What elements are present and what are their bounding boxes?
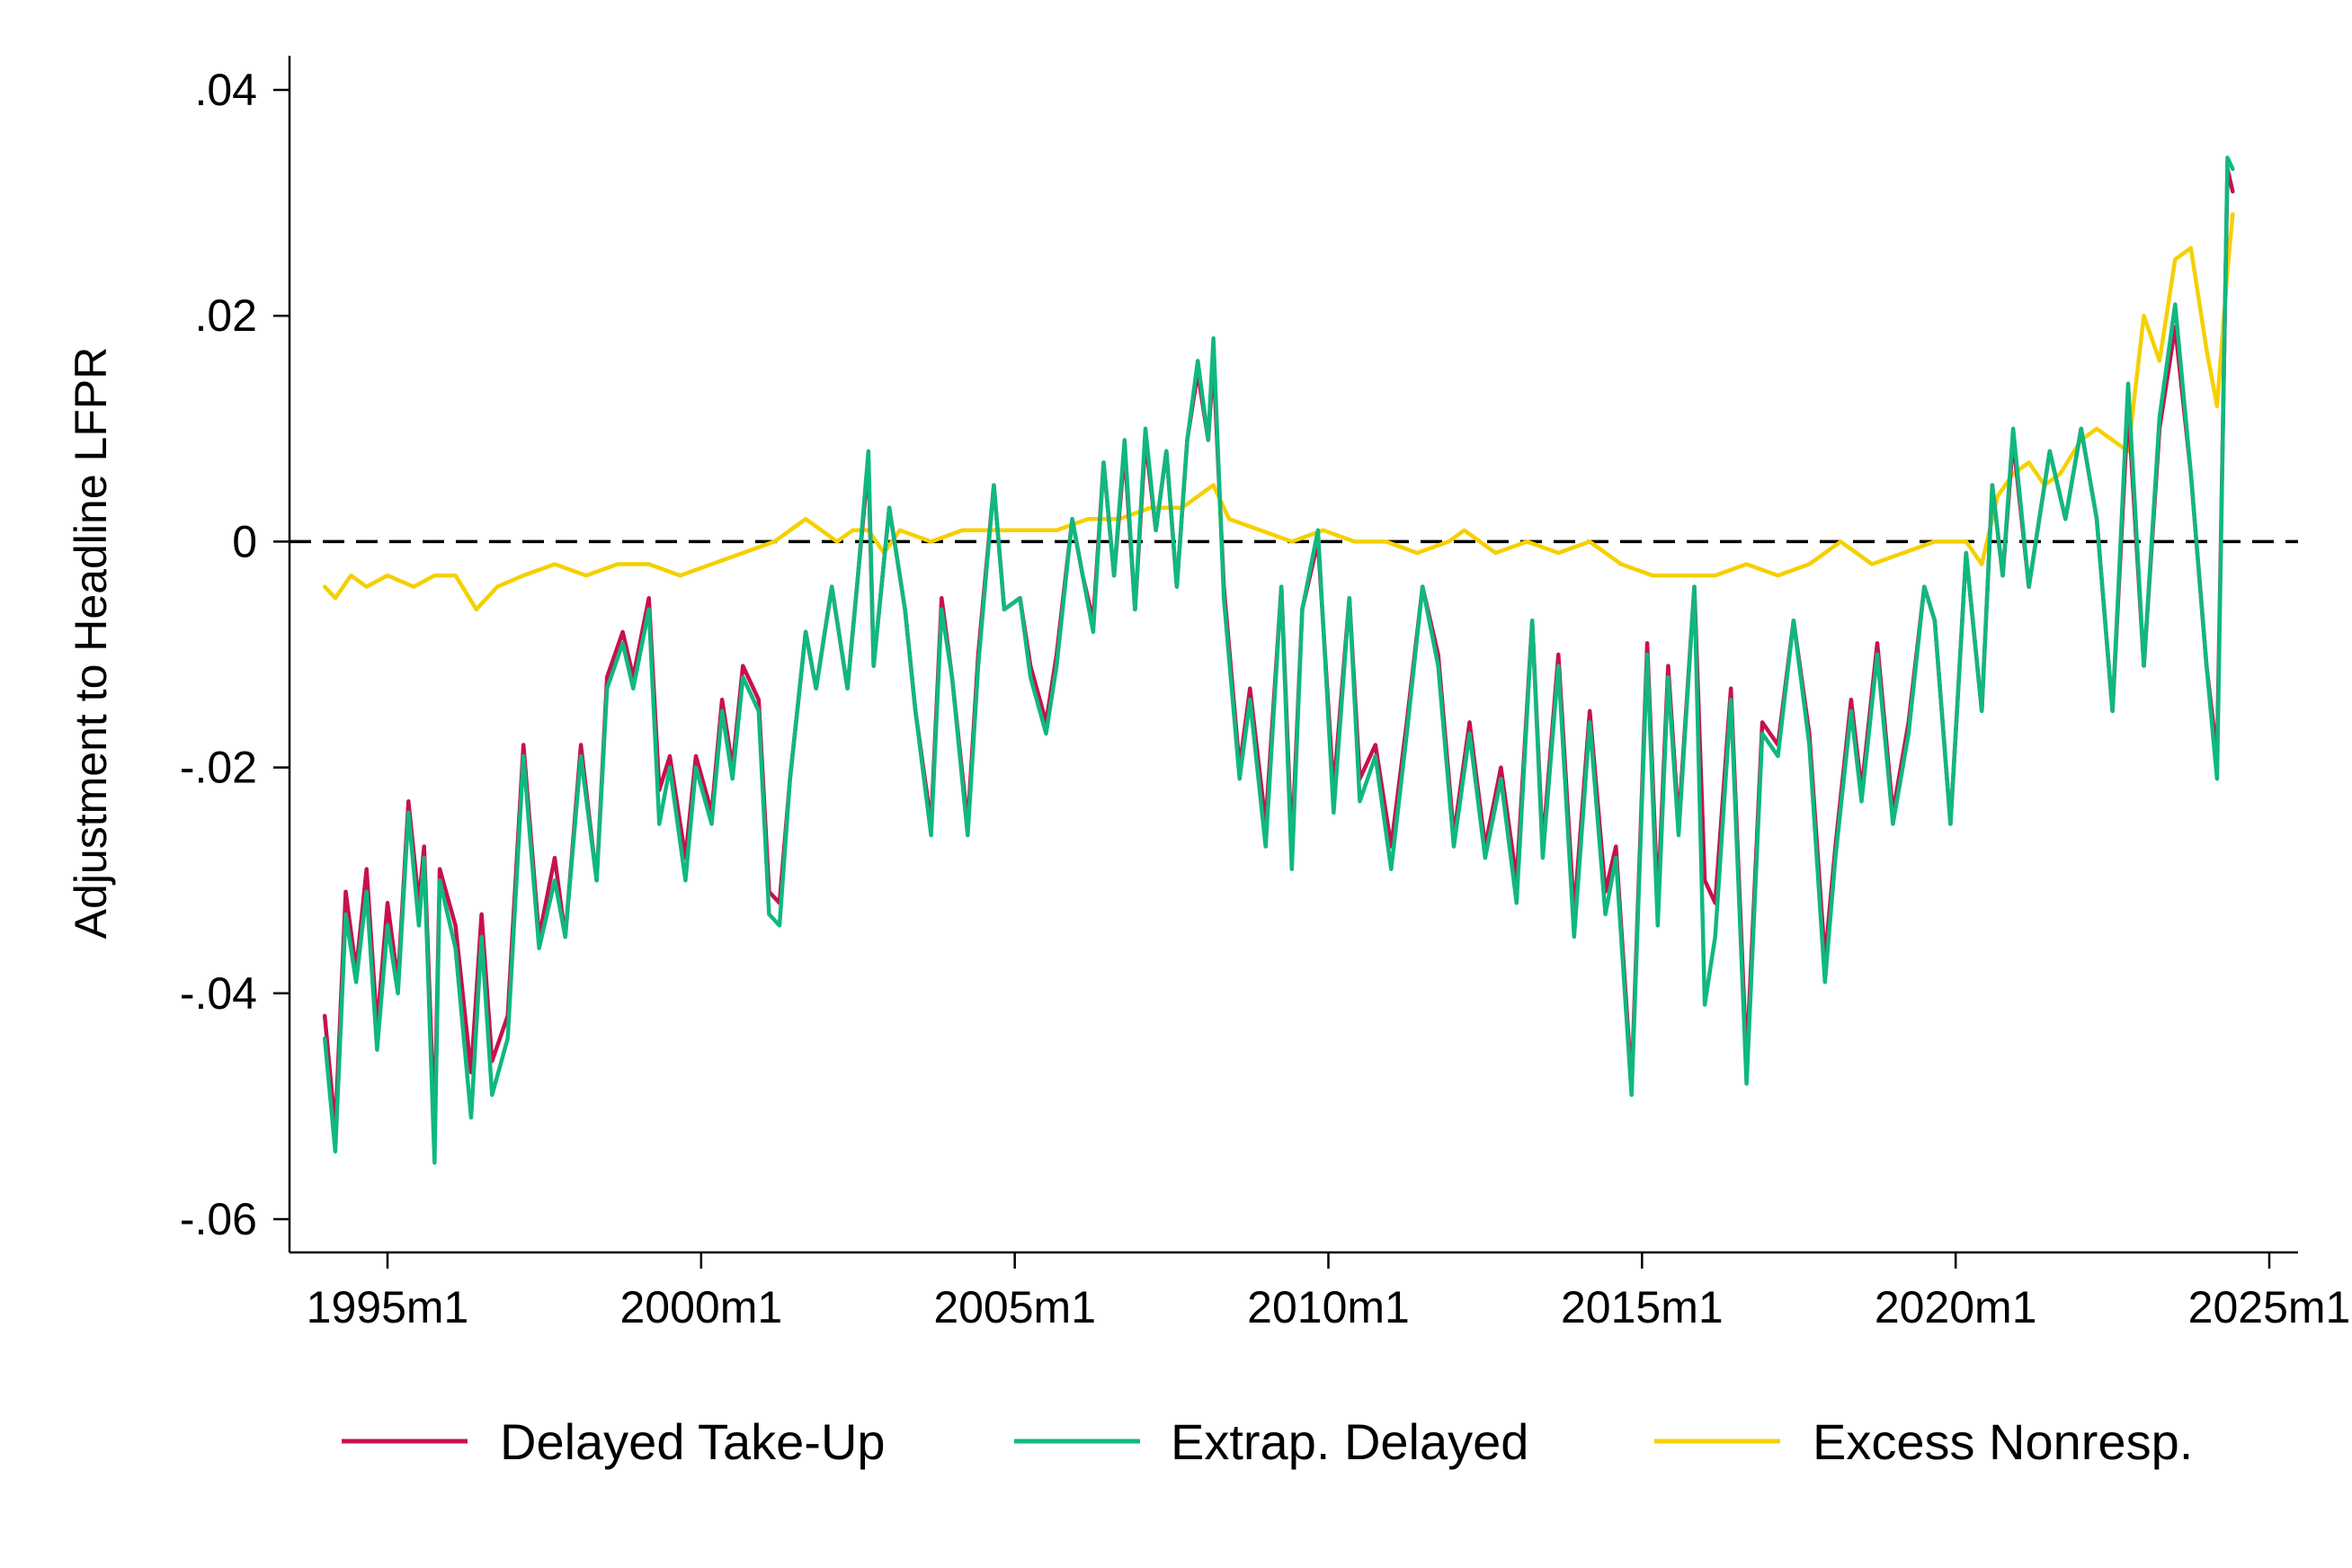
x-tick-label-3: 2010m1	[1247, 1282, 1410, 1332]
y-tick-label-1: .02	[194, 290, 257, 341]
y-tick-label-3: -.02	[180, 743, 257, 793]
series-lines	[322, 156, 2235, 1165]
legend-label-extrap-delayed: Extrap. Delayed	[1171, 1413, 1528, 1470]
series-line-extrap-delayed	[322, 156, 2235, 1165]
x-tick-label-4: 2015m1	[1561, 1282, 1724, 1332]
y-tick-labels: .04 .02 0 -.02 -.04 -.06	[180, 65, 257, 1244]
x-tick-lines	[386, 1252, 2271, 1269]
legend: Delayed Take-Up Extrap. Delayed Excess N…	[342, 1413, 2193, 1470]
x-tick-label-6: 2025m1	[2188, 1282, 2351, 1332]
y-axis: .04 .02 0 -.02 -.04 -.06	[180, 56, 291, 1252]
y-tick-label-4: -.04	[180, 968, 257, 1019]
legend-item-excess-nonresp: Excess Nonresp.	[1654, 1413, 2193, 1470]
legend-item-extrap-delayed: Extrap. Delayed	[1014, 1413, 1528, 1470]
x-axis: 1995m1 2000m1 2005m1 2010m1 2015m1 2020m1 2025…	[290, 1251, 2351, 1332]
y-tick-label-5: -.06	[180, 1194, 257, 1244]
x-tick-label-5: 2020m1	[1875, 1282, 2037, 1332]
legend-label-delayed-take-up: Delayed Take-Up	[500, 1413, 886, 1470]
x-tick-label-0: 1995m1	[307, 1282, 469, 1332]
y-tick-label-0: .04	[194, 65, 257, 115]
x-tick-label-2: 2005m1	[933, 1282, 1096, 1332]
y-tick-label-2: 0	[232, 516, 257, 566]
series-line-excess-nonresp	[322, 211, 2235, 612]
x-tick-labels: 1995m1 2000m1 2005m1 2010m1 2015m1 2020m1 2025…	[307, 1282, 2351, 1332]
legend-item-delayed-take-up: Delayed Take-Up	[342, 1413, 886, 1470]
y-axis-title: Adjustment to Headline LFPR	[66, 347, 116, 940]
y-tick-lines	[273, 88, 290, 1221]
x-tick-label-1: 2000m1	[619, 1282, 782, 1332]
legend-label-excess-nonresp: Excess Nonresp.	[1813, 1413, 2193, 1470]
